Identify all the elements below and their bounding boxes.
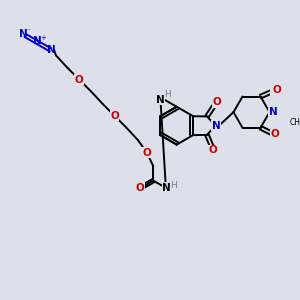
Text: N: N	[162, 183, 171, 193]
Text: N: N	[269, 107, 278, 117]
Text: O: O	[110, 111, 119, 121]
Text: O: O	[75, 75, 84, 85]
Text: O: O	[142, 148, 151, 158]
Text: O: O	[271, 129, 279, 139]
Text: N: N	[47, 45, 56, 55]
Text: O: O	[212, 97, 221, 107]
Text: H: H	[171, 181, 177, 190]
Text: N: N	[156, 94, 165, 104]
Text: N: N	[212, 121, 221, 131]
Text: O: O	[135, 183, 144, 193]
Text: +: +	[40, 35, 46, 41]
Text: H: H	[164, 90, 171, 99]
Text: O: O	[272, 85, 281, 95]
Text: N: N	[19, 29, 28, 39]
Text: N: N	[34, 36, 42, 46]
Text: CH₃: CH₃	[290, 118, 300, 127]
Text: O: O	[208, 145, 217, 155]
Text: ⁻: ⁻	[27, 28, 31, 34]
